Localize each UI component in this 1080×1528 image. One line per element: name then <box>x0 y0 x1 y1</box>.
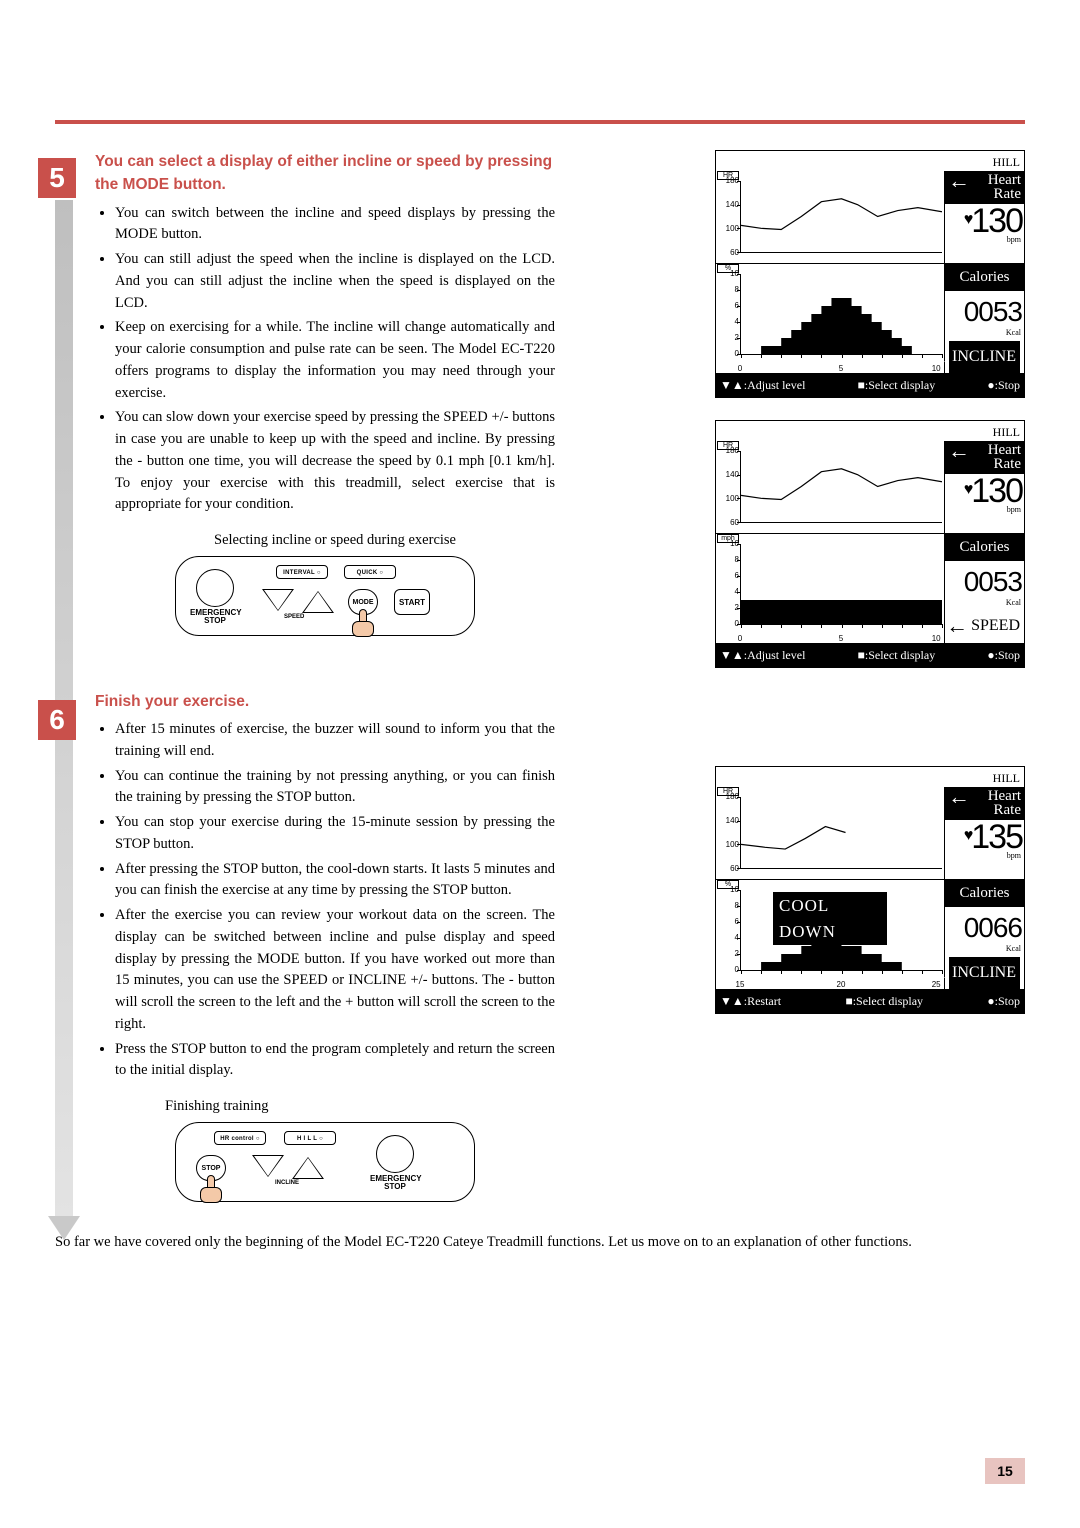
step-number-6: 6 <box>38 700 76 740</box>
control-panel-2: HR control ○ H I L L ○ STOP − INCLINE + … <box>175 1122 475 1202</box>
bullet-item: After the exercise you can review your w… <box>115 905 555 1036</box>
finger-icon <box>352 609 374 637</box>
calories-box: Calories 0053 Kcal ←SPEED <box>944 534 1024 643</box>
calories-box: Calories 0066 Kcal ←INCLINE <box>944 880 1024 989</box>
heart-rate-box: ←HeartRate ♥130 bpm <box>944 171 1024 263</box>
section5-title: You can select a display of either incli… <box>95 150 555 197</box>
control-panel-1: INTERVAL ○ QUICK ○ EMERGENCYSTOP − SPEED… <box>175 556 475 636</box>
quick-button: QUICK ○ <box>344 565 396 579</box>
emergency-stop-label-2: EMERGENCYSTOP <box>370 1175 420 1192</box>
hr-chart: HR18014010060 <box>716 171 944 263</box>
step-number-5: 5 <box>38 158 76 198</box>
incline-label: INCLINE <box>275 1179 299 1188</box>
speed-up-button: + <box>302 591 334 613</box>
hill-button: H I L L ○ <box>284 1131 336 1145</box>
bullet-item: You can continue the training by not pre… <box>115 766 555 810</box>
section6-bullets: After 15 minutes of exercise, the buzzer… <box>55 719 555 1082</box>
lcd-bottom-bar: ▼▲:Adjust level■:Select display●:Stop <box>716 643 1024 667</box>
interval-button: INTERVAL ○ <box>276 565 328 579</box>
bullet-item: You can stop your exercise during the 15… <box>115 812 555 856</box>
closing-paragraph: So far we have covered only the beginnin… <box>55 1232 1025 1254</box>
heart-rate-box: ←HeartRate ♥130 bpm <box>944 441 1024 533</box>
bullet-item: You can switch between the incline and s… <box>115 203 555 247</box>
top-rule <box>55 120 1025 124</box>
program-label: HILL <box>716 151 1024 171</box>
hr-chart: HR18014010060 <box>716 787 944 879</box>
profile-chart: mph10864200510 min <box>716 534 944 643</box>
bullet-item: Press the STOP button to end the program… <box>115 1039 555 1083</box>
section6-title: Finish your exercise. <box>95 690 555 713</box>
program-label: HILL <box>716 421 1024 441</box>
bullet-item: After 15 minutes of exercise, the buzzer… <box>115 719 555 763</box>
lcd-panel-incline: HILLHR18014010060←HeartRate ♥130 bpm%108… <box>715 150 1025 398</box>
lcd-bottom-bar: ▼▲:Adjust level■:Select display●:Stop <box>716 373 1024 397</box>
lcd-bottom-bar: ▼▲:Restart■:Select display●:Stop <box>716 989 1024 1013</box>
profile-chart: %10864200510 min <box>716 264 944 373</box>
emergency-stop-label: EMERGENCYSTOP <box>190 609 240 626</box>
speed-label: SPEED <box>284 613 304 622</box>
heart-rate-box: ←HeartRate ♥135 bpm <box>944 787 1024 879</box>
bullet-item: You can slow down your exercise speed by… <box>115 407 555 516</box>
page-number: 15 <box>985 1458 1025 1484</box>
cooldown-overlay: COOL DOWN <box>773 892 887 945</box>
section5-bullets: You can switch between the incline and s… <box>55 203 555 517</box>
lcd-panel-cooldown: HILLHR18014010060←HeartRate ♥135 bpm%108… <box>715 766 1025 1014</box>
emergency-circle <box>196 569 234 607</box>
start-button: START <box>394 589 430 615</box>
calories-box: Calories 0053 Kcal ←INCLINE <box>944 264 1024 373</box>
bullet-item: After pressing the STOP button, the cool… <box>115 859 555 903</box>
incline-up-button: + <box>292 1157 324 1179</box>
profile-chart: %1086420152025 minCOOL DOWN <box>716 880 944 989</box>
program-label: HILL <box>716 767 1024 787</box>
emergency-circle-2 <box>376 1135 414 1173</box>
incline-down-button: − <box>252 1155 284 1177</box>
lcd-panel-speed: HILLHR18014010060←HeartRate ♥130 bpmmph1… <box>715 420 1025 668</box>
hr-chart: HR18014010060 <box>716 441 944 533</box>
section6-panel-caption: Finishing training <box>165 1096 555 1118</box>
finger-icon-2 <box>200 1175 222 1203</box>
bullet-item: You can still adjust the speed when the … <box>115 249 555 314</box>
hrcontrol-button: HR control ○ <box>214 1131 266 1145</box>
section5-panel-caption: Selecting incline or speed during exerci… <box>115 530 555 552</box>
speed-down-button: − <box>262 589 294 611</box>
bullet-item: Keep on exercising for a while. The incl… <box>115 317 555 404</box>
